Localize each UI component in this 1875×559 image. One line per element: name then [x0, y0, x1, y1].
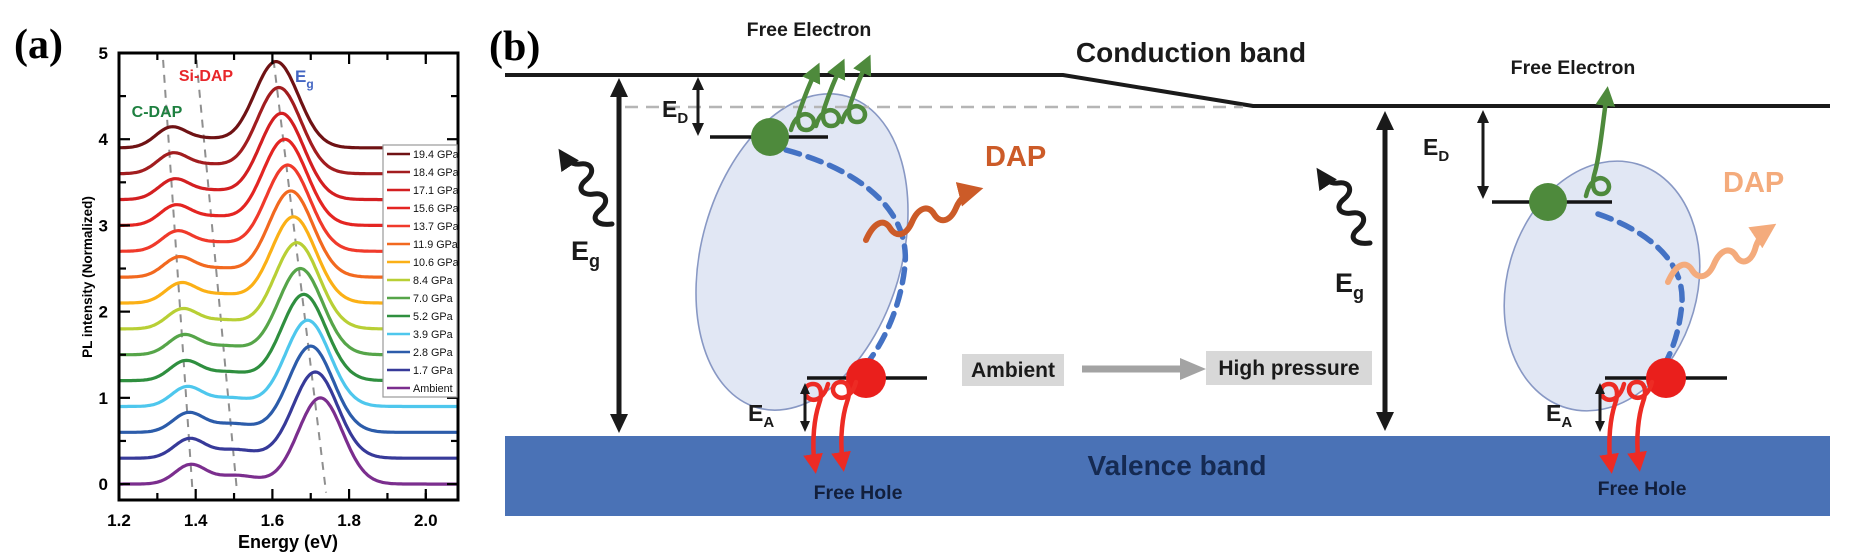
free-electron-label-left: Free Electron [747, 19, 872, 41]
free-hole-arrows-left [802, 379, 859, 474]
annotation-eg: Eg [295, 67, 314, 91]
donor-electron-left [751, 118, 789, 156]
free-hole-label-left: Free Hole [814, 482, 903, 504]
curve-1.7-GPa [120, 370, 457, 460]
electron-escape-arrow-right [1583, 86, 1616, 199]
conduction-band-label: Conduction band [1076, 37, 1306, 68]
legend-item-label: 7.0 GPa [413, 293, 453, 305]
ambient-label: Ambient [971, 359, 1055, 382]
ed-arrow-right [1477, 110, 1489, 199]
hole-escape-arrow [802, 381, 831, 474]
guide-line-c-dap-shift [162, 59, 194, 493]
panel-a-chart: (a) 1.2 1.4 1.6 1.8 2.0 0 1 2 3 4 5 19.4 GPa 18.4 G… [14, 22, 460, 552]
x-tick-label: 1.2 [107, 511, 131, 530]
legend-item-label: 8.4 GPa [413, 275, 453, 287]
guide-line-eg-shift [272, 59, 328, 493]
legend-item-label: 18.4 GPa [413, 167, 459, 179]
ea-label-left: EA [748, 400, 774, 431]
dap-pair-ellipse-right [1503, 160, 1701, 412]
excitation-photon-arrow-left [558, 148, 615, 227]
hole-escape-arrow [830, 379, 859, 472]
ea-arrow-right [1595, 383, 1605, 432]
donor-electron-right [1529, 183, 1567, 221]
ed-arrow-left [692, 77, 704, 136]
y-tick-label: 0 [99, 475, 108, 494]
conduction-band-line [505, 73, 1830, 108]
legend-item-label: 11.9 GPa [413, 239, 458, 251]
legend-item-label: 13.7 GPa [413, 221, 459, 233]
dap-emission-arrow-right [1665, 223, 1777, 285]
dap-transition-curve-right [1595, 211, 1685, 365]
legend-item-label: 1.7 GPa [413, 365, 453, 377]
legend-item-label: 19.4 GPa [413, 149, 459, 161]
panel-b-diagram: (b) [489, 19, 1830, 516]
free-hole-label-right: Free Hole [1598, 478, 1687, 500]
eg-arrow-right [1376, 111, 1394, 431]
hole-escape-arrow [1598, 381, 1627, 474]
curve-2.8-GPa [120, 344, 457, 434]
y-tick-label: 5 [99, 44, 108, 63]
x-axis-title: Energy (eV) [238, 532, 338, 552]
legend-item-label: 3.9 GPa [413, 329, 453, 341]
ea-label-right: EA [1546, 400, 1572, 431]
pressure-legend: 19.4 GPa 18.4 GPa 17.1 GPa 15.6 GPa 13.7 GPa… [382, 144, 459, 398]
guide-line-si-dap-shift [195, 59, 239, 493]
legend-item-label: 17.1 GPa [413, 185, 459, 197]
panel-a-label: (a) [14, 22, 63, 68]
legend-box [382, 144, 458, 398]
electron-escape-arrow [788, 62, 821, 133]
x-tick-label: 1.4 [184, 511, 208, 530]
peak-shift-guide-lines [162, 59, 328, 493]
x-tick-label: 1.6 [261, 511, 285, 530]
high-pressure-label: High pressure [1218, 357, 1359, 380]
panel-b-label: (b) [489, 24, 540, 70]
y-tick-label: 3 [99, 216, 108, 235]
plot-frame [117, 51, 460, 502]
annotation-si-dap: Si-DAP [179, 68, 234, 85]
x-tick-label: 1.8 [337, 511, 361, 530]
free-hole-arrows-right [1598, 379, 1655, 474]
y-tick-label: 1 [99, 389, 108, 408]
ed-label-right: ED [1423, 134, 1449, 165]
ea-arrow-left [800, 383, 810, 432]
eg-label-left: Eg [571, 236, 600, 271]
high-pressure-label-bg [1206, 351, 1372, 385]
acceptor-hole-right [1646, 358, 1686, 398]
x-tick-label: 2.0 [414, 511, 438, 530]
curve-Ambient [120, 396, 457, 486]
valence-band-label: Valence band [1088, 450, 1267, 481]
legend-item-label: 15.6 GPa [413, 203, 459, 215]
dap-pair-ellipse-left [695, 93, 909, 411]
legend-item-label: Ambient [413, 383, 453, 395]
hole-escape-arrow [1626, 379, 1655, 472]
curve-3.9-GPa [120, 318, 457, 409]
pressure-transition-arrow [1082, 358, 1206, 380]
dap-label-left: DAP [985, 141, 1046, 173]
ambient-label-bg [962, 354, 1064, 386]
electron-escape-arrow [813, 58, 846, 129]
legend-item-label: 5.2 GPa [413, 311, 453, 323]
ed-label-left: ED [662, 96, 688, 127]
y-tick-label: 4 [99, 130, 109, 149]
electron-escape-arrow [839, 54, 872, 125]
legend-item-label: 10.6 GPa [413, 257, 459, 269]
legend-item-label: 2.8 GPa [413, 347, 453, 359]
free-electron-label-right: Free Electron [1511, 57, 1636, 79]
y-tick-label: 2 [99, 303, 108, 322]
y-axis-title: PL intensity (Normalized) [80, 196, 95, 358]
eg-label-right: Eg [1335, 268, 1364, 303]
free-electron-arrows-left [788, 54, 872, 133]
dap-label-right: DAP [1723, 167, 1784, 199]
axis-ticks: 1.2 1.4 1.6 1.8 2.0 0 1 2 3 4 5 [99, 44, 457, 530]
eg-arrow-left [610, 78, 628, 433]
annotation-c-dap: C-DAP [132, 104, 183, 121]
dap-emission-arrow-left [863, 182, 984, 243]
dap-transition-curve-left [783, 147, 908, 365]
excitation-photon-arrow-right [1316, 167, 1373, 246]
